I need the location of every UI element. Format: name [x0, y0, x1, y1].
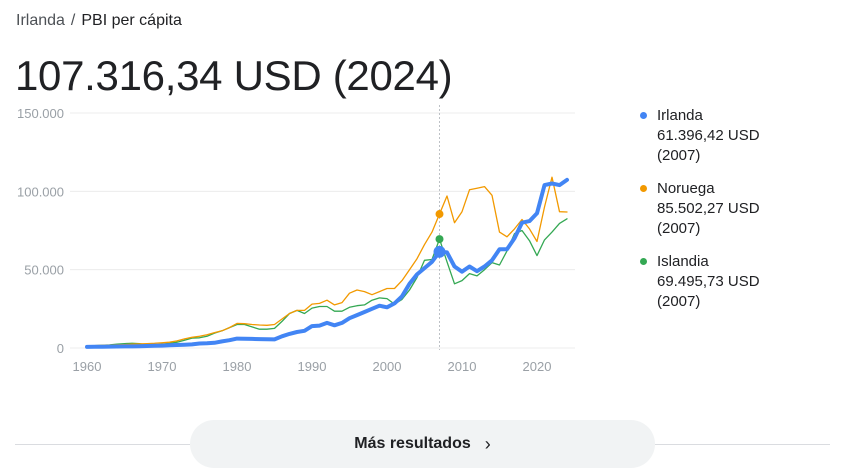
- more-results-label: Más resultados: [354, 435, 471, 452]
- hover-point-noruega: [435, 210, 444, 219]
- legend-value: 85.502,27 USD: [657, 200, 760, 217]
- hover-point-islandia: [435, 235, 444, 244]
- x-tick-label: 1960: [73, 359, 102, 374]
- breadcrumb-separator: /: [70, 12, 76, 29]
- more-results-button[interactable]: Más resultados ›: [190, 420, 655, 468]
- x-tick-label: 2000: [373, 359, 402, 374]
- headline-value: 107.316,34 USD (2024): [15, 52, 453, 99]
- x-tick-label: 1970: [148, 359, 177, 374]
- y-tick-label: 50.000: [24, 263, 64, 278]
- legend-value: 69.495,73 USD: [657, 273, 760, 290]
- legend-name: Noruega: [657, 180, 715, 197]
- chart-legend: Irlanda 61.396,42 USD (2007) Noruega 85.…: [640, 106, 760, 325]
- y-tick-label: 100.000: [17, 184, 64, 199]
- legend-name: Irlanda: [657, 107, 703, 124]
- y-tick-label: 150.000: [17, 106, 64, 121]
- legend-year: (2007): [657, 293, 701, 310]
- breadcrumb: Irlanda / PBI per cápita: [16, 12, 182, 30]
- x-tick-label: 2020: [523, 359, 552, 374]
- breadcrumb-indicator: PBI per cápita: [81, 12, 182, 29]
- legend-name: Islandia: [657, 253, 709, 270]
- legend-year: (2007): [657, 147, 701, 164]
- x-tick-label: 2010: [448, 359, 477, 374]
- breadcrumb-country[interactable]: Irlanda: [16, 12, 65, 29]
- legend-item-islandia[interactable]: Islandia 69.495,73 USD (2007): [640, 252, 760, 312]
- series-line-irlanda: [85, 177, 569, 349]
- legend-year: (2007): [657, 220, 701, 237]
- legend-item-irlanda[interactable]: Irlanda 61.396,42 USD (2007): [640, 106, 760, 166]
- series-dot-icon: [640, 112, 647, 119]
- x-tick-label: 1980: [223, 359, 252, 374]
- divider-left: [15, 444, 190, 445]
- gdp-line-chart[interactable]: 0 50.000 100.000 150.000 1960 1970 1980 1990 200…: [0, 0, 843, 400]
- divider-right: [655, 444, 830, 445]
- series-line-islandia: [86, 218, 568, 347]
- series-dot-icon: [640, 258, 647, 265]
- chevron-right-icon: ›: [484, 433, 491, 454]
- legend-item-noruega[interactable]: Noruega 85.502,27 USD (2007): [640, 179, 760, 239]
- y-tick-label: 0: [57, 341, 64, 356]
- series-dot-icon: [640, 185, 647, 192]
- series-line-noruega: [86, 176, 568, 347]
- x-tick-label: 1990: [298, 359, 327, 374]
- hover-point-irlanda: [433, 245, 446, 258]
- legend-value: 61.396,42 USD: [657, 127, 760, 144]
